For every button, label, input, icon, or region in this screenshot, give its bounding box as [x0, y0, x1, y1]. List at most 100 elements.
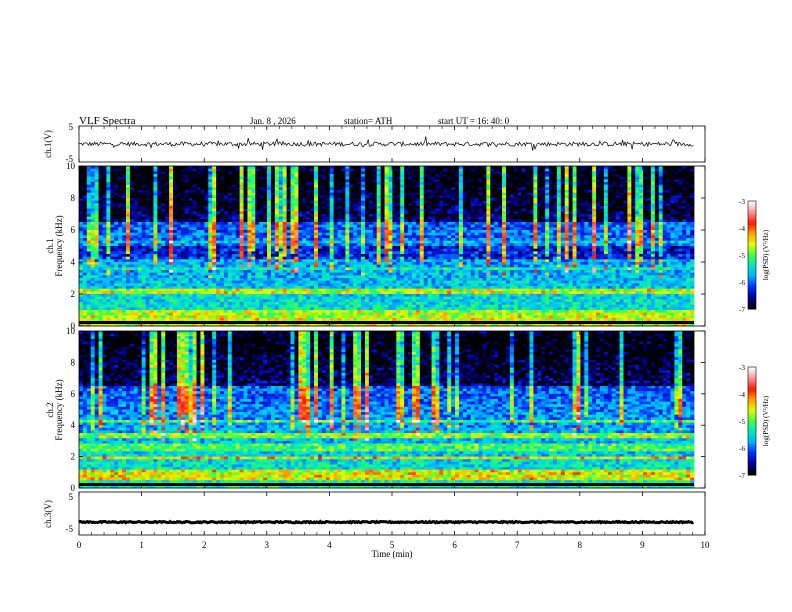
spectrogram-cell	[368, 238, 374, 242]
spectrogram-cell	[627, 166, 632, 170]
spectrogram-cell	[643, 176, 648, 180]
spectrogram-cell	[643, 192, 648, 196]
spectrogram-cell	[286, 248, 291, 252]
spectrogram-cell	[482, 238, 487, 242]
spectrogram-cell	[94, 182, 99, 186]
spectrogram-cell	[180, 248, 186, 252]
spectrogram-cell	[353, 232, 358, 236]
spectrogram-cell	[623, 240, 628, 244]
spectrogram-cell	[216, 243, 221, 247]
spectrogram-cell	[462, 198, 468, 202]
spectrogram-cell	[223, 174, 229, 178]
spectrogram-cell	[470, 171, 476, 175]
spectrogram-cell	[631, 238, 636, 242]
spectrogram-cell	[529, 174, 534, 178]
spectrogram-cell	[494, 227, 499, 231]
spectrogram-cell	[188, 192, 193, 196]
spectrogram-cell	[372, 227, 378, 231]
spectrogram-cell	[196, 224, 201, 228]
spectrogram-cell	[141, 203, 146, 207]
spectrogram-cell	[627, 192, 632, 196]
spectrogram-cell	[298, 222, 303, 226]
spectrogram-cell	[408, 238, 413, 242]
spectrogram-cell	[545, 232, 550, 236]
spectrogram-cell	[122, 230, 127, 234]
spectrogram-cell	[458, 216, 464, 220]
spectrogram-cell	[251, 206, 256, 210]
spectrogram-cell	[639, 168, 644, 172]
spectrogram-cell	[259, 208, 264, 212]
spectrogram-cell	[549, 222, 554, 226]
spectrogram-cell	[611, 240, 617, 244]
spectrogram-cell	[329, 235, 335, 239]
spectrogram-cell	[239, 206, 244, 210]
spectrogram-cell	[576, 240, 581, 244]
spectrogram-cell	[611, 208, 617, 212]
spectrogram-cell	[384, 246, 389, 250]
spectrogram-cell	[455, 230, 460, 234]
spectrogram-cell	[235, 224, 241, 228]
spectrogram-cell	[494, 176, 499, 180]
spectrogram-cell	[690, 195, 695, 199]
spectrogram-cell	[314, 246, 319, 250]
spectrogram-cell	[208, 246, 213, 250]
spectrogram-cell	[486, 166, 491, 170]
spectrogram-cell	[310, 224, 315, 228]
spectrogram-cell	[521, 171, 526, 175]
spectrogram-cell	[157, 219, 162, 223]
spectrogram-cell	[173, 195, 178, 199]
spectrogram-cell	[184, 230, 190, 234]
spectrogram-cell	[129, 176, 135, 180]
spectrogram-cell	[220, 166, 225, 170]
spectrogram-cell	[639, 235, 644, 239]
spectrogram-cell	[415, 211, 421, 215]
spectrogram-cell	[427, 216, 432, 220]
spectrogram-cell	[458, 192, 464, 196]
spectrogram-cell	[611, 214, 617, 218]
spectrogram-cell	[298, 248, 303, 252]
spectrogram-cell	[611, 246, 617, 250]
spectrogram-cell	[627, 179, 632, 183]
spectrogram-cell	[337, 240, 342, 244]
spectrogram-cell	[658, 190, 664, 194]
spectrogram-cell	[325, 240, 331, 244]
spectrogram-cell	[220, 182, 225, 186]
spectrogram-cell	[290, 214, 295, 218]
spectrogram-cell	[584, 227, 589, 231]
spectrogram-cell	[384, 238, 389, 242]
spectrogram-cell	[623, 227, 628, 231]
spectrogram-cell	[235, 240, 241, 244]
spectrogram-cell	[341, 219, 346, 223]
spectrogram-cell	[118, 240, 123, 244]
spectrogram-cell	[549, 190, 554, 194]
spectrogram-cell	[368, 182, 374, 186]
spectrogram-cell	[255, 195, 260, 199]
spectrogram-cell	[690, 227, 695, 231]
spectrogram-cell	[396, 216, 401, 220]
spectrogram-cell	[576, 176, 581, 180]
spectrogram-cell	[599, 174, 605, 178]
spectrogram-cell	[423, 230, 429, 234]
spectrogram-cell	[161, 214, 166, 218]
spectrogram-cell	[682, 240, 687, 244]
spectrogram-cell	[650, 192, 656, 196]
spectrogram-cell	[361, 174, 366, 178]
spectrogram-cell	[662, 208, 667, 212]
spectrogram-cell	[94, 214, 99, 218]
spectrogram-cell	[231, 174, 237, 178]
spectrogram-cell	[239, 227, 244, 231]
spectrogram-cell	[216, 206, 221, 210]
spectrogram-cell	[176, 203, 182, 207]
spectrogram-cell	[505, 232, 511, 236]
spectrogram-cell	[388, 219, 393, 223]
spectrogram-cell	[549, 206, 554, 210]
spectrogram-cell	[650, 243, 656, 247]
spectrogram-cell	[176, 227, 182, 231]
spectrogram-cell	[474, 184, 479, 188]
spectrogram-cell	[361, 211, 366, 215]
spectrogram-cell	[161, 219, 166, 223]
spectrogram-cell	[431, 187, 436, 191]
spectrogram-cell	[247, 240, 252, 244]
spectrogram-cell	[529, 198, 534, 202]
spectrogram-cell	[396, 227, 401, 231]
